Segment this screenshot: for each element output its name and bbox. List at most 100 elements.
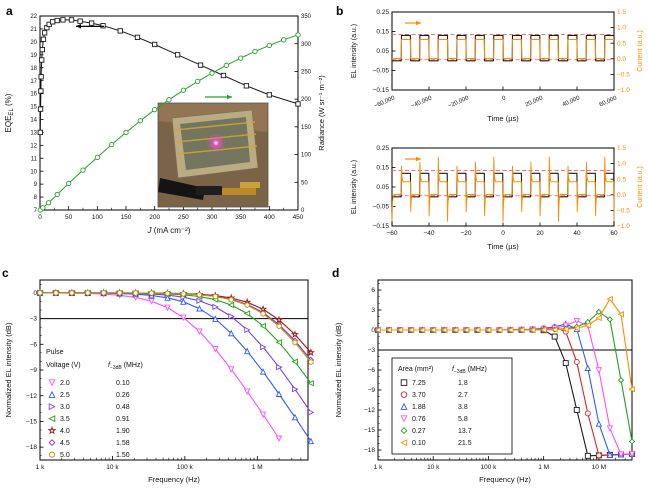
bode-plot-d: 1 k 10 k 100 k 1 M 10 M 6 3 0 −3 −6 −9 −12 −15 −18 Are… — [334, 279, 636, 484]
svg-text:−40: −40 — [423, 230, 434, 237]
current-axis-arrow — [405, 20, 421, 26]
svg-text:Radiance (W sr⁻¹ m⁻²): Radiance (W sr⁻¹ m⁻²) — [317, 75, 326, 151]
svg-text:1.88: 1.88 — [412, 404, 426, 411]
svg-text:10 k: 10 k — [427, 464, 440, 471]
svg-text:20: 20 — [30, 40, 37, 46]
series-0.10 — [374, 295, 635, 393]
svg-text:0: 0 — [38, 214, 42, 221]
svg-text:40,000: 40,000 — [562, 95, 582, 108]
svg-text:7.25: 7.25 — [412, 380, 426, 387]
svg-text:−20,000: −20,000 — [447, 95, 470, 110]
svg-text:0.26: 0.26 — [116, 392, 130, 399]
bode-plot-c: 1 k 10 k 100 k 1 M 0 −3 −6 −9 −12 −15 −18 Pulse Volt… — [4, 279, 315, 484]
waveform-subplot-b1: −60,000 −40,000 −20,000 0 20,000 40,000 60,000… — [351, 9, 644, 123]
panel-b-transient-chart: −60,000 −40,000 −20,000 0 20,000 40,000 60,000… — [351, 9, 644, 251]
svg-text:50: 50 — [65, 214, 73, 221]
svg-text:18: 18 — [30, 66, 37, 72]
svg-text:1 M: 1 M — [538, 464, 549, 471]
svg-text:−60,000: −60,000 — [373, 95, 396, 110]
svg-text:16: 16 — [30, 92, 37, 98]
svg-text:Pulse: Pulse — [46, 349, 64, 356]
svg-text:−20: −20 — [460, 230, 471, 237]
svg-text:50: 50 — [301, 180, 308, 186]
svg-text:−60: −60 — [386, 230, 397, 237]
svg-text:1 k: 1 k — [36, 464, 45, 471]
svg-text:0.48: 0.48 — [116, 404, 130, 411]
svg-text:f−3dB (MHz): f−3dB (MHz) — [452, 366, 487, 375]
svg-text:1.50: 1.50 — [116, 452, 130, 459]
svg-text:−0.15: −0.15 — [373, 223, 390, 230]
svg-text:100 k: 100 k — [480, 464, 497, 471]
svg-text:350: 350 — [235, 214, 246, 221]
svg-text:−3: −3 — [368, 347, 376, 354]
svg-text:19: 19 — [30, 53, 37, 59]
svg-text:−6: −6 — [30, 341, 38, 348]
svg-text:0: 0 — [33, 290, 37, 297]
svg-text:450: 450 — [293, 214, 304, 221]
svg-text:14: 14 — [30, 118, 37, 124]
svg-text:−6: −6 — [368, 367, 376, 374]
svg-text:250: 250 — [178, 214, 189, 221]
svg-text:21: 21 — [30, 27, 37, 33]
svg-text:−15: −15 — [26, 419, 37, 426]
svg-text:Voltage (V): Voltage (V) — [46, 362, 81, 369]
svg-text:400: 400 — [264, 214, 275, 221]
svg-text:0.25: 0.25 — [376, 145, 389, 152]
svg-text:J (mA cm⁻²): J (mA cm⁻²) — [147, 226, 191, 235]
svg-text:0.0: 0.0 — [617, 192, 626, 199]
panel-a-eqe-radiance-chart: 0 50 100 150 200 250 300 350 400 4507891011121314… — [4, 14, 326, 235]
svg-text:7: 7 — [34, 208, 38, 214]
svg-text:−40,000: −40,000 — [410, 95, 433, 110]
svg-text:3.8: 3.8 — [458, 404, 468, 411]
series-radiance — [37, 32, 301, 213]
svg-text:5.0: 5.0 — [60, 452, 70, 459]
svg-text:13.7: 13.7 — [458, 428, 472, 435]
svg-text:1.5: 1.5 — [617, 9, 626, 16]
svg-text:3.70: 3.70 — [412, 392, 426, 399]
svg-text:Normalized EL intensity (dB): Normalized EL intensity (dB) — [334, 322, 343, 417]
svg-text:−0.05: −0.05 — [373, 68, 390, 75]
current-trace — [391, 156, 615, 222]
svg-text:2.5: 2.5 — [60, 392, 70, 399]
svg-text:−9: −9 — [368, 387, 376, 394]
svg-text:300: 300 — [207, 214, 218, 221]
svg-text:17: 17 — [30, 79, 37, 85]
panel-d-label: d — [332, 266, 340, 280]
series-eqe — [37, 17, 301, 136]
svg-text:Area (mm²): Area (mm²) — [398, 366, 433, 373]
svg-text:0.10: 0.10 — [412, 440, 426, 447]
svg-text:0.5: 0.5 — [617, 176, 626, 183]
svg-text:0.5: 0.5 — [617, 40, 626, 47]
axis-indicator-arrows — [76, 24, 232, 100]
svg-text:Current (a.u.): Current (a.u.) — [637, 166, 644, 208]
svg-text:15: 15 — [30, 105, 37, 111]
svg-text:40: 40 — [573, 230, 581, 237]
panel-c-frequency-response-chart: 1 k 10 k 100 k 1 M 0 −3 −6 −9 −12 −15 −18 Pulse Volt… — [4, 279, 315, 484]
svg-text:−15: −15 — [364, 427, 375, 434]
svg-text:Time (µs): Time (µs) — [487, 114, 519, 123]
svg-text:4.0: 4.0 — [60, 428, 70, 435]
panel-d-frequency-response-chart: 1 k 10 k 100 k 1 M 10 M 6 3 0 −3 −6 −9 −12 −15 −18 Are… — [334, 279, 636, 484]
svg-text:1.0: 1.0 — [617, 25, 626, 32]
waveform-subplot-b2: −60 −40 −20 0 20 40 60 0.25 0.15 0.05 −0.05 −0.15 1.… — [351, 145, 644, 251]
svg-text:60,000: 60,000 — [599, 95, 619, 108]
svg-text:8: 8 — [34, 195, 38, 201]
svg-text:EL intensity (a.u.): EL intensity (a.u.) — [351, 160, 358, 214]
svg-text:EQEEL (%): EQEEL (%) — [4, 93, 15, 132]
svg-text:0: 0 — [301, 208, 305, 214]
series-3.0 — [37, 289, 315, 416]
svg-text:−9: −9 — [30, 367, 38, 374]
series-4.5 — [36, 289, 315, 364]
svg-text:−18: −18 — [26, 444, 37, 451]
svg-text:−0.5: −0.5 — [617, 208, 630, 215]
svg-text:−18: −18 — [364, 447, 375, 454]
svg-text:1.5: 1.5 — [617, 145, 626, 152]
svg-text:250: 250 — [301, 70, 312, 76]
svg-text:0.15: 0.15 — [376, 29, 389, 36]
svg-text:300: 300 — [301, 42, 312, 48]
svg-text:Frequency (Hz): Frequency (Hz) — [479, 475, 531, 484]
svg-text:2.0: 2.0 — [60, 380, 70, 387]
svg-text:3.5: 3.5 — [60, 416, 70, 423]
svg-text:−0.15: −0.15 — [373, 87, 390, 94]
